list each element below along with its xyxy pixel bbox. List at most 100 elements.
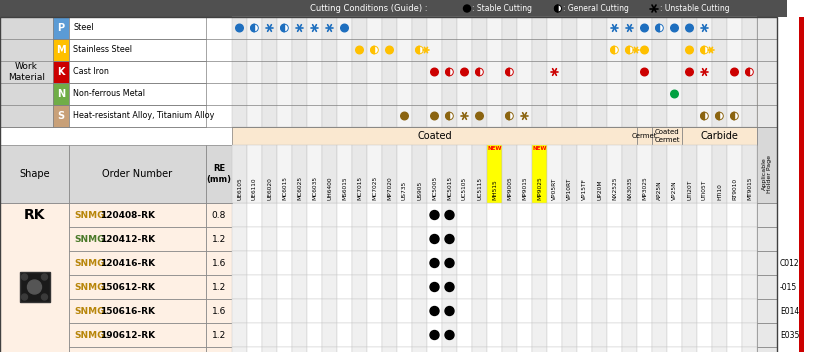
- Bar: [0, 0, 787, 17]
- Wedge shape: [746, 68, 750, 76]
- Bar: [697, 203, 712, 227]
- Text: E035: E035: [780, 331, 799, 339]
- Circle shape: [686, 24, 693, 32]
- Circle shape: [701, 46, 708, 54]
- Bar: [712, 251, 727, 275]
- Bar: [547, 203, 562, 227]
- Bar: [487, 227, 502, 251]
- Bar: [0, 145, 69, 203]
- Bar: [742, 145, 757, 203]
- Text: VP10RT: VP10RT: [567, 178, 572, 200]
- Wedge shape: [655, 24, 660, 32]
- Bar: [247, 251, 262, 275]
- Bar: [517, 275, 532, 299]
- Circle shape: [445, 331, 454, 339]
- Bar: [277, 323, 292, 347]
- Bar: [577, 227, 592, 251]
- Bar: [637, 17, 652, 127]
- Bar: [682, 127, 757, 145]
- Bar: [442, 203, 457, 227]
- Text: UH6400: UH6400: [327, 176, 332, 200]
- Bar: [487, 347, 502, 352]
- Bar: [352, 17, 367, 127]
- Circle shape: [431, 112, 438, 120]
- Bar: [502, 251, 517, 275]
- Bar: [667, 323, 682, 347]
- Bar: [577, 145, 592, 203]
- Bar: [427, 323, 442, 347]
- Text: SNMG: SNMG: [74, 331, 104, 339]
- Bar: [277, 145, 292, 203]
- Bar: [652, 17, 667, 127]
- Bar: [472, 227, 487, 251]
- Bar: [682, 17, 697, 127]
- Circle shape: [356, 46, 363, 54]
- Bar: [622, 17, 637, 127]
- Circle shape: [446, 112, 453, 120]
- Bar: [292, 227, 307, 251]
- Circle shape: [610, 46, 618, 54]
- Bar: [322, 347, 337, 352]
- Text: Applicable
Holder Page: Applicable Holder Page: [762, 155, 772, 193]
- Circle shape: [625, 46, 633, 54]
- Bar: [487, 203, 502, 227]
- Bar: [262, 203, 277, 227]
- Bar: [532, 251, 547, 275]
- Bar: [262, 227, 277, 251]
- Bar: [517, 251, 532, 275]
- Bar: [69, 83, 206, 105]
- Text: P: P: [58, 23, 64, 33]
- Bar: [472, 275, 487, 299]
- Bar: [547, 299, 562, 323]
- Circle shape: [235, 24, 243, 32]
- Bar: [742, 323, 757, 347]
- Circle shape: [430, 210, 439, 220]
- Text: N: N: [57, 89, 65, 99]
- Bar: [352, 347, 367, 352]
- Bar: [322, 323, 337, 347]
- Text: Order Number: Order Number: [103, 169, 173, 179]
- Bar: [262, 299, 277, 323]
- Bar: [517, 203, 532, 227]
- Bar: [367, 227, 382, 251]
- Wedge shape: [416, 46, 419, 54]
- Bar: [69, 347, 206, 352]
- Wedge shape: [701, 112, 705, 120]
- Bar: [622, 203, 637, 227]
- Bar: [427, 227, 442, 251]
- Bar: [322, 251, 337, 275]
- Text: SNMG: SNMG: [74, 283, 104, 291]
- Circle shape: [22, 294, 28, 300]
- Bar: [607, 347, 622, 352]
- Bar: [757, 203, 777, 227]
- Circle shape: [686, 68, 693, 76]
- Bar: [206, 145, 232, 203]
- Bar: [637, 203, 652, 227]
- Bar: [262, 251, 277, 275]
- Bar: [232, 299, 247, 323]
- Bar: [247, 275, 262, 299]
- Bar: [727, 347, 742, 352]
- Bar: [622, 145, 637, 203]
- Text: Shape: Shape: [19, 169, 50, 179]
- Text: MS6015: MS6015: [342, 176, 347, 200]
- Bar: [53, 83, 69, 105]
- Bar: [69, 275, 206, 299]
- Text: Non-ferrous Metal: Non-ferrous Metal: [73, 89, 145, 99]
- Wedge shape: [250, 24, 255, 32]
- Wedge shape: [506, 68, 509, 76]
- Text: MP9015: MP9015: [522, 176, 527, 200]
- Bar: [382, 227, 397, 251]
- Bar: [382, 275, 397, 299]
- Bar: [247, 323, 262, 347]
- Bar: [457, 347, 472, 352]
- Text: MC6035: MC6035: [312, 176, 317, 200]
- Bar: [337, 17, 352, 127]
- Bar: [502, 203, 517, 227]
- Text: 1.2: 1.2: [212, 331, 226, 339]
- Bar: [547, 275, 562, 299]
- Text: NX3035: NX3035: [627, 176, 632, 200]
- Bar: [712, 17, 727, 127]
- Bar: [382, 145, 397, 203]
- Bar: [742, 299, 757, 323]
